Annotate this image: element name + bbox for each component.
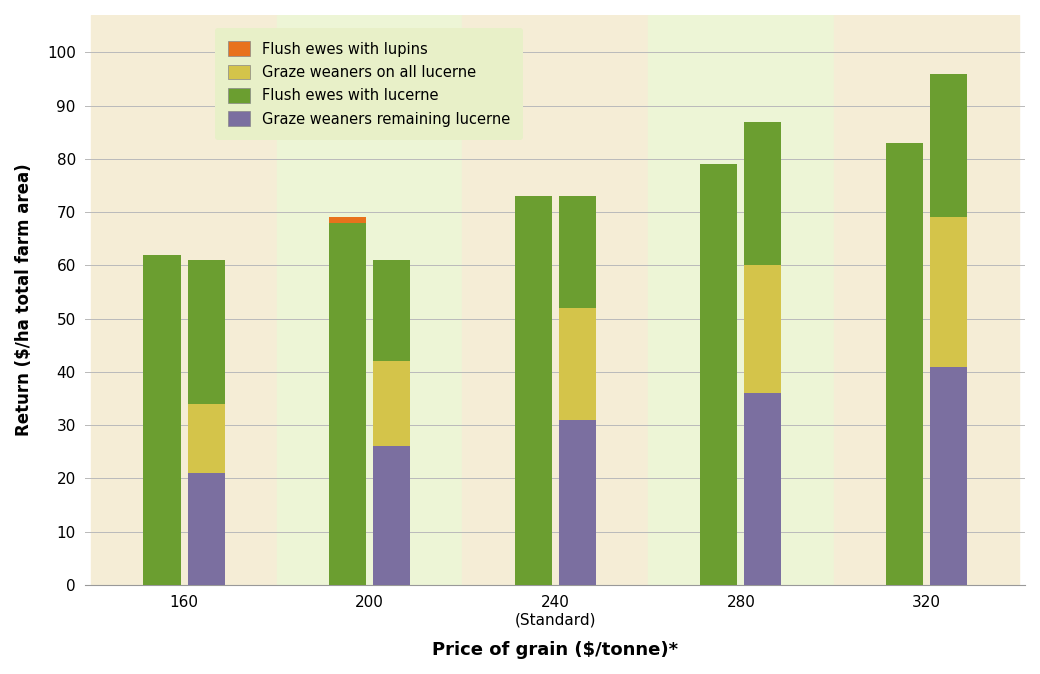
Bar: [745, 393, 781, 585]
Bar: [515, 196, 552, 585]
Bar: [886, 143, 922, 585]
Bar: [930, 73, 967, 218]
Bar: [558, 420, 596, 585]
Bar: [558, 196, 596, 308]
Bar: [930, 218, 967, 367]
Legend: Flush ewes with lupins, Graze weaners on all lucerne, Flush ewes with lucerne, G: Flush ewes with lupins, Graze weaners on…: [215, 28, 523, 140]
Bar: [277, 15, 463, 585]
Bar: [834, 15, 1019, 585]
Bar: [373, 361, 410, 446]
Bar: [700, 164, 737, 585]
Bar: [92, 15, 277, 585]
Bar: [745, 121, 781, 266]
Bar: [745, 266, 781, 393]
Y-axis label: Return ($/ha total farm area): Return ($/ha total farm area): [15, 164, 33, 436]
Bar: [329, 218, 366, 222]
Bar: [187, 260, 225, 404]
Bar: [373, 446, 410, 585]
Bar: [329, 222, 366, 585]
Bar: [930, 367, 967, 585]
Bar: [463, 15, 648, 585]
Bar: [144, 255, 181, 585]
Bar: [373, 260, 410, 361]
X-axis label: Price of grain ($/tonne)*: Price of grain ($/tonne)*: [433, 641, 678, 659]
Bar: [648, 15, 834, 585]
Bar: [187, 473, 225, 585]
Bar: [187, 404, 225, 473]
Bar: [558, 308, 596, 420]
